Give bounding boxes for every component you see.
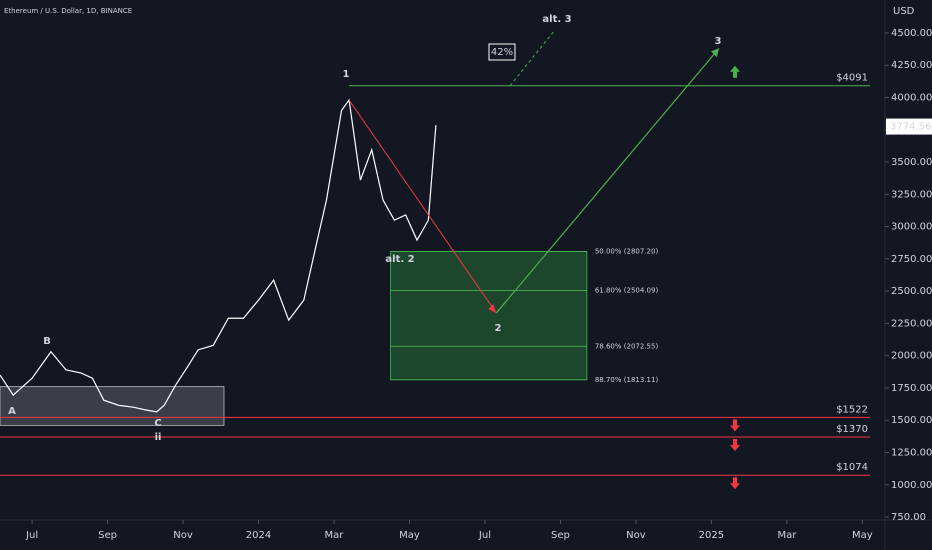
fib-zone xyxy=(390,251,588,381)
y-tick-label: 1000.00 xyxy=(891,480,932,491)
y-tick-label: 4250.00 xyxy=(891,60,932,71)
x-tick-label: Jul xyxy=(25,530,38,541)
y-tick-label: 3250.00 xyxy=(891,189,932,200)
fib-label: 88.70% (1813.11) xyxy=(595,376,659,384)
x-tick-label: Sep xyxy=(551,530,570,541)
wave-arrow xyxy=(348,99,497,314)
x-tick-label: Mar xyxy=(777,530,797,541)
price-line xyxy=(0,98,437,413)
fib-label: 50.00% (2807.20) xyxy=(595,247,659,255)
y-tick-label: 1500.00 xyxy=(891,415,932,426)
chart-title: Ethereum / U.S. Dollar, 1D, BINANCE xyxy=(4,7,132,15)
y-tick-label: 3500.00 xyxy=(891,157,932,168)
y-tick-label: 2750.00 xyxy=(891,254,932,265)
down-arrow xyxy=(730,438,740,451)
fib-label: 61.80% (2504.09) xyxy=(595,287,659,295)
level-label: $1522 xyxy=(836,404,868,415)
x-tick-label: Nov xyxy=(626,530,646,541)
fib-label: 78.60% (2072.55) xyxy=(595,342,659,350)
up-arrow xyxy=(730,65,740,78)
last-price-tag xyxy=(886,118,932,135)
y-tick-label: 3000.00 xyxy=(891,222,932,233)
arrow-head xyxy=(488,304,497,314)
wave-label: ii xyxy=(155,432,162,443)
y-tick-label: 2500.00 xyxy=(891,286,932,297)
x-tick-label: 2025 xyxy=(699,530,724,541)
y-tick-label: 4500.00 xyxy=(891,28,932,39)
y-tick-label: 1750.00 xyxy=(891,383,932,394)
y-tick-label: 2000.00 xyxy=(891,351,932,362)
wave-label: 2 xyxy=(495,323,502,334)
y-tick-label: 2250.00 xyxy=(891,318,932,329)
wave-label: C xyxy=(154,418,161,429)
y-axis-label: USD xyxy=(893,6,915,17)
x-tick-label: Mar xyxy=(325,530,345,541)
wave-label: A xyxy=(8,406,16,417)
wave-label: B xyxy=(43,336,51,347)
wave-label: alt. 3 xyxy=(542,14,571,25)
y-tick-label: 1250.00 xyxy=(891,447,932,458)
last-price-label: 3774.56 xyxy=(890,122,931,133)
x-tick-label: Sep xyxy=(98,530,117,541)
x-tick-label: May xyxy=(852,530,873,541)
prob-box xyxy=(488,43,516,61)
wave-label: alt. 2 xyxy=(385,254,414,265)
wave-label: 1 xyxy=(343,69,350,80)
wave-label: 3 xyxy=(715,36,722,47)
down-arrow xyxy=(730,419,740,432)
x-tick-label: Nov xyxy=(173,530,193,541)
down-arrow xyxy=(730,477,740,490)
arrow-head xyxy=(710,48,719,58)
y-tick-label: 4000.00 xyxy=(891,92,932,103)
prob-label: 42% xyxy=(491,47,513,58)
y-tick-label: 750.00 xyxy=(891,512,926,523)
level-label: $4091 xyxy=(836,73,868,84)
x-tick-label: May xyxy=(399,530,420,541)
level-label: $1074 xyxy=(836,462,868,473)
x-tick-label: Jul xyxy=(478,530,491,541)
wave-arrow xyxy=(495,48,720,314)
x-tick-label: 2024 xyxy=(246,530,271,541)
level-label: $1370 xyxy=(836,424,868,435)
range-box xyxy=(0,386,225,426)
